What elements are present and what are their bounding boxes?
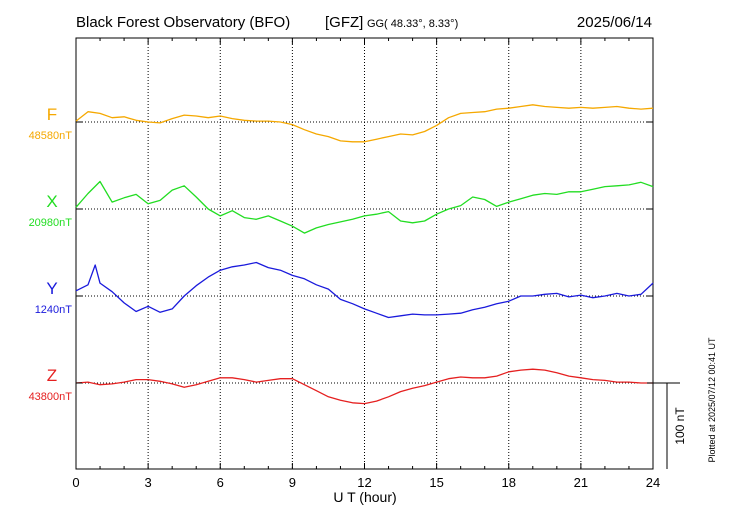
series-name-x: X <box>46 192 57 211</box>
plotted-timestamp: Plotted at 2025/07/12 00:41 UT <box>707 337 717 463</box>
scale-bar-label: 100 nT <box>673 407 687 445</box>
x-tick-label: 9 <box>289 475 296 490</box>
x-tick-label: 0 <box>72 475 79 490</box>
series-name-f: F <box>47 105 57 124</box>
series-baseline-x: 20980nT <box>29 217 73 229</box>
series-baseline-f: 48580nT <box>29 130 73 142</box>
series-line-f <box>75 104 654 143</box>
x-tick-label: 15 <box>429 475 443 490</box>
station-coordinates: ( 48.33°, 8.33°) <box>384 18 458 30</box>
series-line-y <box>75 261 654 319</box>
x-tick-label: 24 <box>646 475 660 490</box>
x-tick-label: 18 <box>502 475 516 490</box>
series-name-y: Y <box>46 279 57 298</box>
x-axis-ticks: 0 3 6 9 12 15 18 21 24 <box>72 38 660 490</box>
series-baseline-y: 1240nT <box>35 304 73 316</box>
chart-title: Black Forest Observatory (BFO) <box>76 14 290 31</box>
institute-label: [GFZ] <box>325 14 363 31</box>
series-line-x <box>75 180 654 234</box>
series-line-z <box>75 368 653 405</box>
coord-prefix: GG <box>367 18 384 30</box>
x-tick-label: 3 <box>145 475 152 490</box>
x-axis-label: U T (hour) <box>333 489 396 505</box>
series-layer: F 48580nT X 20980nT Y 1240nT Z 43800nT <box>29 104 654 405</box>
grid-lines <box>76 38 653 469</box>
series-name-z: Z <box>47 366 57 385</box>
x-tick-label: 12 <box>357 475 371 490</box>
x-tick-label: 6 <box>217 475 224 490</box>
series-baseline-z: 43800nT <box>29 391 73 403</box>
chart-date: 2025/06/14 <box>577 14 652 31</box>
x-tick-label: 21 <box>574 475 588 490</box>
